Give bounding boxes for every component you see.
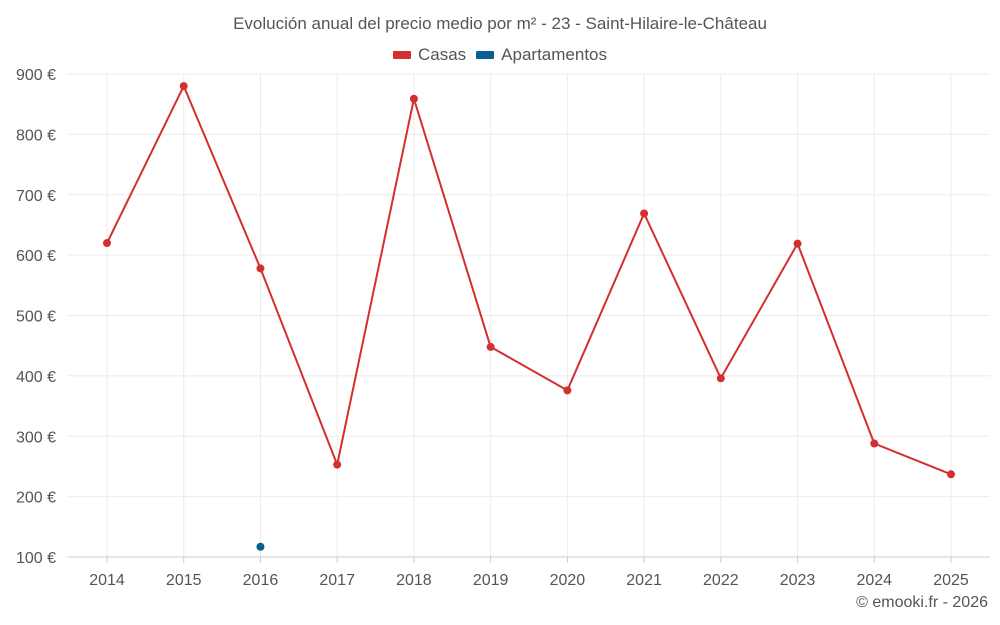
- y-tick-label: 500 €: [16, 309, 56, 326]
- data-point-casas-2023[interactable]: [793, 239, 802, 248]
- data-point-casas-2015[interactable]: [179, 82, 188, 91]
- data-point-casas-2025[interactable]: [947, 470, 955, 479]
- legend-item-casas[interactable]: Casas: [392, 45, 467, 65]
- data-point-casas-2018[interactable]: [409, 94, 418, 103]
- data-point-apartamentos-2016[interactable]: [256, 542, 265, 551]
- y-tick-label: 100 €: [16, 550, 56, 567]
- data-point-casas-2022[interactable]: [716, 374, 725, 383]
- x-tick-label: 2015: [166, 572, 202, 589]
- y-tick-label: 600 €: [16, 248, 56, 265]
- legend-item-apartamentos[interactable]: Apartamentos: [476, 45, 607, 65]
- x-tick-label: 2014: [89, 572, 125, 589]
- x-tick-label: 2016: [243, 572, 279, 589]
- legend-swatch-casas: [392, 51, 411, 59]
- series-line-casas: [106, 85, 952, 476]
- y-tick-label: 300 €: [16, 429, 56, 446]
- x-tick-label: 2021: [626, 572, 662, 589]
- data-point-casas-2019[interactable]: [486, 342, 495, 351]
- chart-legend: Casas Apartamentos: [0, 45, 1000, 65]
- x-tick-label: 2025: [933, 572, 969, 589]
- y-tick-label: 700 €: [16, 188, 56, 205]
- legend-swatch-apartamentos: [476, 51, 495, 59]
- x-tick-label: 2024: [856, 572, 892, 589]
- data-point-casas-2014[interactable]: [103, 239, 111, 248]
- x-tick-label: 2022: [703, 572, 739, 589]
- y-tick-label: 400 €: [16, 369, 56, 386]
- x-tick-label: 2017: [319, 572, 355, 589]
- data-point-casas-2021[interactable]: [640, 209, 649, 218]
- credit-text: © emooki.fr - 2026: [856, 594, 988, 611]
- chart-title: Evolución anual del precio medio por m² …: [233, 14, 767, 33]
- legend-label-casas: Casas: [417, 45, 467, 64]
- data-point-casas-2016[interactable]: [256, 264, 265, 273]
- data-point-casas-2017[interactable]: [333, 460, 342, 469]
- legend-label-apartamentos: Apartamentos: [501, 45, 608, 64]
- data-point-casas-2020[interactable]: [563, 386, 572, 395]
- x-tick-label: 2023: [780, 572, 816, 589]
- y-tick-label: 200 €: [16, 490, 56, 507]
- y-tick-label: 900 €: [16, 67, 56, 84]
- x-tick-label: 2018: [396, 572, 432, 589]
- x-tick-label: 2020: [550, 572, 586, 589]
- y-tick-label: 800 €: [16, 127, 56, 144]
- x-tick-label: 2019: [473, 572, 509, 589]
- data-point-casas-2024[interactable]: [870, 439, 879, 448]
